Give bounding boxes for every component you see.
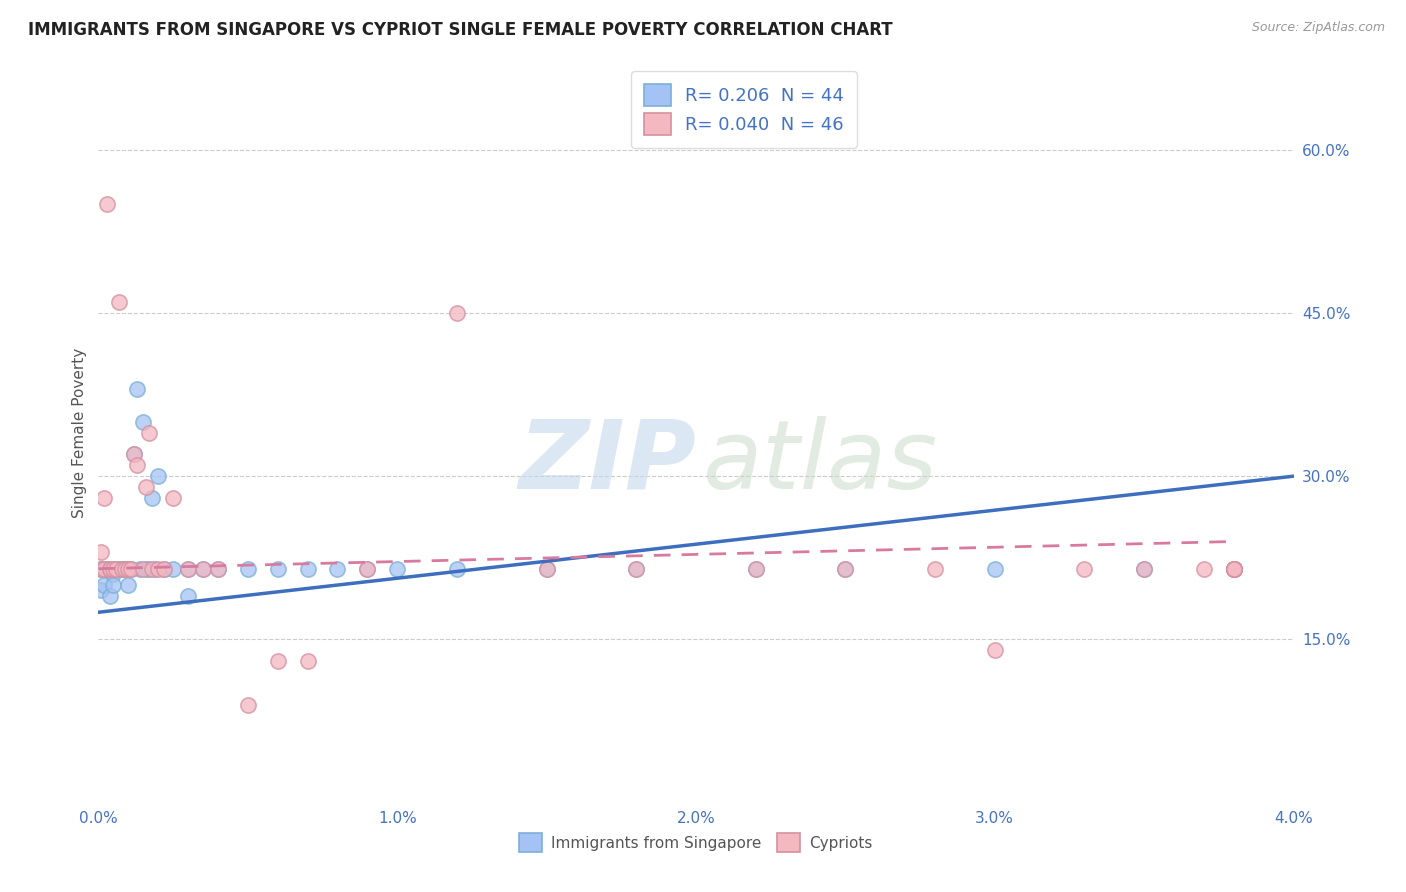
Point — [1223, 562, 1246, 576]
Point — [117, 562, 139, 576]
Point — [356, 562, 378, 576]
Point — [93, 562, 115, 576]
Point — [356, 562, 378, 576]
Point — [135, 480, 157, 494]
Point — [1223, 562, 1246, 576]
Point — [103, 567, 125, 582]
Point — [124, 447, 146, 461]
Point — [141, 562, 163, 576]
Point — [177, 589, 200, 603]
Point — [93, 562, 115, 576]
Point — [138, 562, 160, 576]
Point — [834, 562, 856, 576]
Text: Source: ZipAtlas.com: Source: ZipAtlas.com — [1251, 21, 1385, 34]
Point — [1223, 562, 1246, 576]
Point — [1223, 562, 1246, 576]
Point — [1223, 562, 1246, 576]
Point — [745, 562, 768, 576]
Point — [98, 562, 122, 576]
Point — [93, 578, 115, 592]
Point — [984, 562, 1007, 576]
Point — [120, 562, 142, 576]
Point — [90, 545, 112, 559]
Point — [834, 562, 856, 576]
Point — [117, 562, 139, 576]
Point — [1192, 562, 1215, 576]
Point — [177, 562, 200, 576]
Point — [103, 562, 125, 576]
Point — [148, 562, 170, 576]
Point — [446, 306, 468, 320]
Point — [385, 562, 409, 576]
Point — [114, 562, 136, 576]
Point — [111, 562, 134, 576]
Point — [153, 562, 176, 576]
Point — [96, 197, 118, 211]
Point — [98, 589, 122, 603]
Point — [108, 562, 131, 576]
Point — [120, 562, 142, 576]
Point — [984, 643, 1007, 657]
Point — [132, 415, 155, 429]
Point — [162, 562, 184, 576]
Point — [93, 491, 115, 505]
Point — [127, 382, 149, 396]
Point — [1133, 562, 1156, 576]
Point — [267, 562, 290, 576]
Point — [297, 562, 319, 576]
Point — [626, 562, 648, 576]
Point — [105, 562, 128, 576]
Point — [103, 578, 125, 592]
Point — [153, 562, 176, 576]
Point — [108, 295, 131, 310]
Point — [191, 562, 214, 576]
Point — [90, 562, 112, 576]
Point — [297, 654, 319, 668]
Point — [105, 562, 128, 576]
Point — [236, 698, 259, 712]
Point — [626, 562, 648, 576]
Point — [114, 562, 136, 576]
Point — [141, 491, 163, 505]
Point — [1223, 562, 1246, 576]
Point — [536, 562, 558, 576]
Point — [1133, 562, 1156, 576]
Text: ZIP: ZIP — [517, 416, 696, 508]
Point — [1073, 562, 1095, 576]
Point — [90, 583, 112, 598]
Point — [111, 562, 134, 576]
Point — [138, 425, 160, 440]
Point — [924, 562, 946, 576]
Point — [132, 562, 155, 576]
Point — [90, 562, 112, 576]
Point — [162, 491, 184, 505]
Text: IMMIGRANTS FROM SINGAPORE VS CYPRIOT SINGLE FEMALE POVERTY CORRELATION CHART: IMMIGRANTS FROM SINGAPORE VS CYPRIOT SIN… — [28, 21, 893, 38]
Text: atlas: atlas — [702, 416, 936, 508]
Point — [124, 447, 146, 461]
Point — [207, 562, 229, 576]
Point — [267, 654, 290, 668]
Point — [127, 458, 149, 473]
Point — [207, 562, 229, 576]
Point — [129, 562, 152, 576]
Y-axis label: Single Female Poverty: Single Female Poverty — [72, 348, 87, 517]
Point — [96, 562, 118, 576]
Point — [135, 562, 157, 576]
Point — [98, 562, 122, 576]
Point — [177, 562, 200, 576]
Point — [236, 562, 259, 576]
Point — [1223, 562, 1246, 576]
Point — [745, 562, 768, 576]
Point — [326, 562, 349, 576]
Point — [117, 578, 139, 592]
Point — [148, 469, 170, 483]
Point — [143, 562, 166, 576]
Point — [536, 562, 558, 576]
Point — [191, 562, 214, 576]
Legend: Immigrants from Singapore, Cypriots: Immigrants from Singapore, Cypriots — [513, 827, 879, 858]
Point — [446, 562, 468, 576]
